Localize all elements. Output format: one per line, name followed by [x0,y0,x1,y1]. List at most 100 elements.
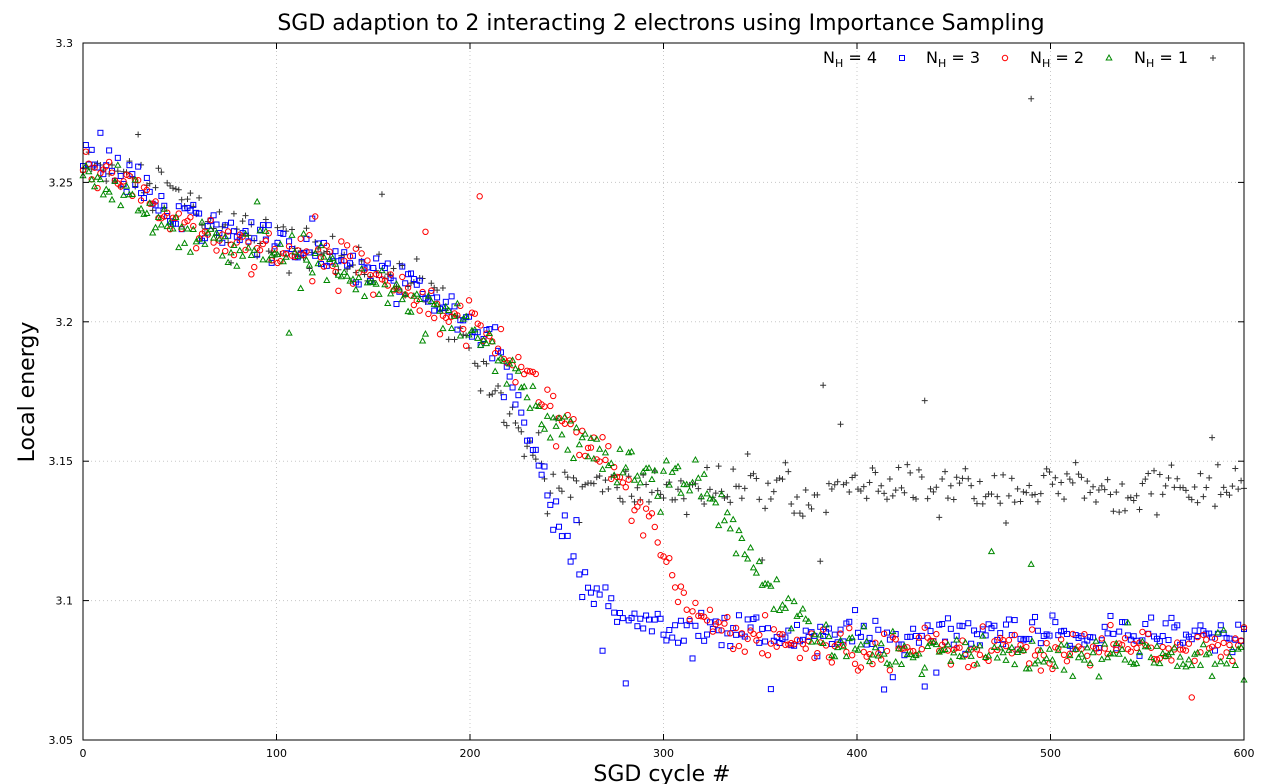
data-point [1145,630,1152,638]
data-point [512,419,519,426]
data-point [537,420,546,428]
data-point [1071,645,1080,652]
data-point [317,254,325,261]
data-point [788,500,795,507]
data-point [799,513,806,520]
data-point [407,270,414,277]
data-point [794,494,801,501]
data-point [1161,652,1170,659]
data-point [1118,641,1126,649]
data-point [744,635,751,643]
data-point [535,462,542,469]
data-point [851,660,859,668]
data-point [265,248,272,255]
x-tick-label: 100 [266,747,287,760]
data-point [651,523,658,531]
data-point [1011,660,1019,668]
data-point [314,246,322,253]
data-point [880,650,888,657]
data-point [724,630,731,637]
data-point [877,639,885,647]
data-point [373,255,380,262]
data-point [1226,635,1233,642]
data-point [569,454,578,461]
data-point [486,326,493,333]
data-point [677,617,684,624]
data-point [852,607,859,614]
data-point [399,273,406,281]
series-1-points [80,129,1247,693]
data-point [1220,626,1228,633]
data-point [1055,645,1062,652]
data-point [802,487,809,494]
data-point [1211,503,1218,510]
data-point [958,652,967,660]
data-point [657,552,664,559]
data-point [448,293,455,300]
data-point [677,489,685,496]
data-point [631,498,638,505]
data-point [340,268,348,275]
data-point [1086,659,1094,666]
data-point [547,501,554,508]
data-point [1229,483,1236,490]
data-point [175,210,182,217]
data-point [828,485,835,492]
data-point [936,514,943,521]
data-point [837,626,844,633]
data-point [431,314,438,322]
data-point [599,647,606,654]
data-point [712,618,719,625]
data-point [906,650,914,657]
data-point [1209,434,1216,441]
data-point [474,334,482,341]
data-point [863,495,870,502]
data-point [111,177,119,184]
data-point [744,616,751,623]
data-point [544,386,551,393]
data-point [944,495,951,502]
data-point [857,640,865,648]
y-tick-label: 3.3 [56,37,74,50]
data-point [567,420,574,428]
data-point [712,490,719,497]
data-point [573,477,580,484]
data-point [93,173,102,180]
data-point [735,642,743,650]
data-point [360,292,369,300]
data-point [688,478,697,486]
data-point [619,498,626,505]
data-point [683,480,691,488]
data-point [294,252,302,259]
data-point [1109,649,1118,657]
legend-marker [1105,53,1113,61]
data-point [1098,482,1105,489]
data-point [500,357,508,364]
data-point [1037,640,1044,647]
data-point [90,182,99,190]
data-point [1174,622,1181,629]
data-point [555,414,563,421]
data-point [378,266,386,274]
data-point [595,445,604,452]
data-point [460,325,467,333]
legend-marker [1001,54,1009,62]
data-point [921,683,928,690]
data-point [677,477,684,484]
data-point [508,356,517,363]
data-point [103,163,110,170]
data-point [88,175,96,183]
data-point [570,553,577,560]
x-tick-label: 600 [1234,747,1255,760]
data-point [839,642,848,650]
data-point [1168,657,1175,664]
data-point [210,239,217,246]
data-point [1081,630,1088,638]
data-point [843,479,850,486]
data-point [1101,640,1109,647]
data-point [643,481,650,488]
data-point [1147,644,1155,651]
data-point [550,392,557,400]
data-point [149,207,156,214]
